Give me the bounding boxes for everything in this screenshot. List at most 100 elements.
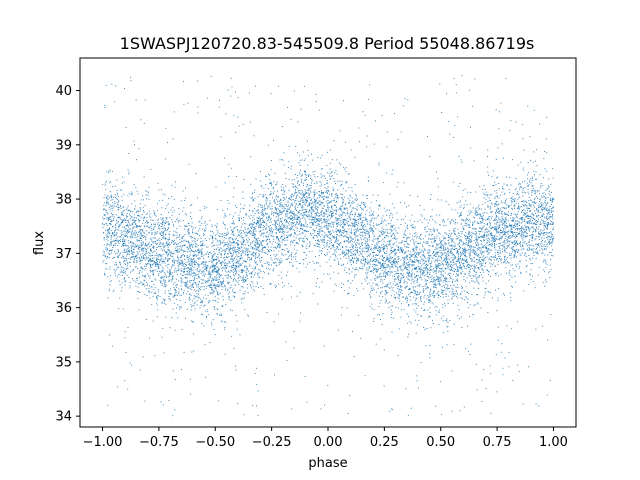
data-point xyxy=(273,192,274,194)
data-point xyxy=(373,238,375,240)
data-point xyxy=(458,318,460,320)
data-point xyxy=(394,274,396,276)
data-point xyxy=(288,178,290,180)
data-point xyxy=(161,228,163,230)
data-point xyxy=(397,293,399,295)
data-point xyxy=(498,128,500,130)
data-point xyxy=(185,283,187,285)
data-point xyxy=(373,251,374,253)
data-point xyxy=(301,217,303,219)
data-point xyxy=(370,247,372,249)
data-point xyxy=(254,256,256,258)
data-point xyxy=(171,252,173,254)
data-point xyxy=(507,237,509,239)
data-point xyxy=(123,219,125,221)
data-point xyxy=(551,254,553,256)
data-point xyxy=(166,205,168,207)
data-point xyxy=(430,238,432,240)
data-point xyxy=(494,240,496,242)
data-point xyxy=(186,267,188,269)
data-point xyxy=(522,220,523,222)
data-point xyxy=(238,262,240,264)
data-point xyxy=(363,227,365,229)
data-point xyxy=(259,194,261,196)
data-point xyxy=(536,244,538,246)
data-point xyxy=(336,218,338,220)
data-point xyxy=(540,185,542,187)
data-point xyxy=(383,240,385,242)
data-point xyxy=(236,265,238,267)
data-point xyxy=(115,196,117,198)
data-point xyxy=(132,244,134,246)
data-point xyxy=(434,291,435,293)
data-point xyxy=(327,182,328,184)
data-point xyxy=(423,296,425,298)
data-point xyxy=(168,249,170,251)
data-point xyxy=(304,252,306,254)
data-point xyxy=(155,233,157,235)
data-point xyxy=(187,102,189,104)
data-point xyxy=(402,249,404,251)
data-point xyxy=(286,231,288,233)
data-point xyxy=(308,195,310,197)
data-point xyxy=(517,223,518,225)
data-point xyxy=(532,257,534,259)
data-point xyxy=(109,244,111,246)
data-point xyxy=(344,224,346,225)
data-point xyxy=(246,249,248,251)
data-point xyxy=(488,240,490,242)
data-point xyxy=(515,251,516,253)
data-point xyxy=(179,239,181,241)
data-point xyxy=(230,258,232,260)
data-point xyxy=(237,246,239,248)
data-point xyxy=(389,256,391,258)
data-point xyxy=(374,248,376,250)
data-point xyxy=(277,283,279,285)
data-point xyxy=(374,217,375,219)
data-point xyxy=(171,256,173,258)
data-point xyxy=(279,243,280,245)
data-point xyxy=(414,273,416,275)
data-point xyxy=(306,224,308,226)
data-point xyxy=(416,307,418,309)
data-point xyxy=(212,289,214,291)
data-point xyxy=(404,222,406,224)
data-point xyxy=(489,241,491,243)
data-point xyxy=(480,307,482,309)
data-point xyxy=(392,169,394,171)
data-point xyxy=(533,151,535,153)
data-point xyxy=(221,251,223,252)
data-point xyxy=(432,294,434,296)
data-point xyxy=(147,191,149,193)
data-point xyxy=(102,250,104,252)
data-point xyxy=(279,199,281,201)
data-point xyxy=(107,198,109,200)
data-point xyxy=(509,176,511,178)
data-point xyxy=(365,217,367,219)
data-point xyxy=(142,229,143,231)
data-point xyxy=(353,233,355,235)
data-point xyxy=(465,219,467,221)
data-point xyxy=(150,255,152,257)
data-point xyxy=(403,236,405,238)
data-point xyxy=(535,220,537,221)
data-point xyxy=(171,317,173,318)
data-point xyxy=(353,229,355,231)
data-point xyxy=(455,286,457,288)
data-point xyxy=(202,235,204,237)
data-point xyxy=(248,231,250,233)
data-point xyxy=(212,269,214,271)
data-point xyxy=(448,236,450,238)
data-point xyxy=(403,233,405,235)
data-point xyxy=(433,296,435,298)
data-point xyxy=(514,225,516,227)
data-point xyxy=(454,233,456,235)
data-point xyxy=(237,261,239,262)
data-point xyxy=(512,286,513,288)
data-point xyxy=(356,208,358,210)
data-point xyxy=(508,231,510,233)
data-point xyxy=(107,243,109,245)
data-point xyxy=(198,297,200,299)
data-point xyxy=(140,119,142,121)
